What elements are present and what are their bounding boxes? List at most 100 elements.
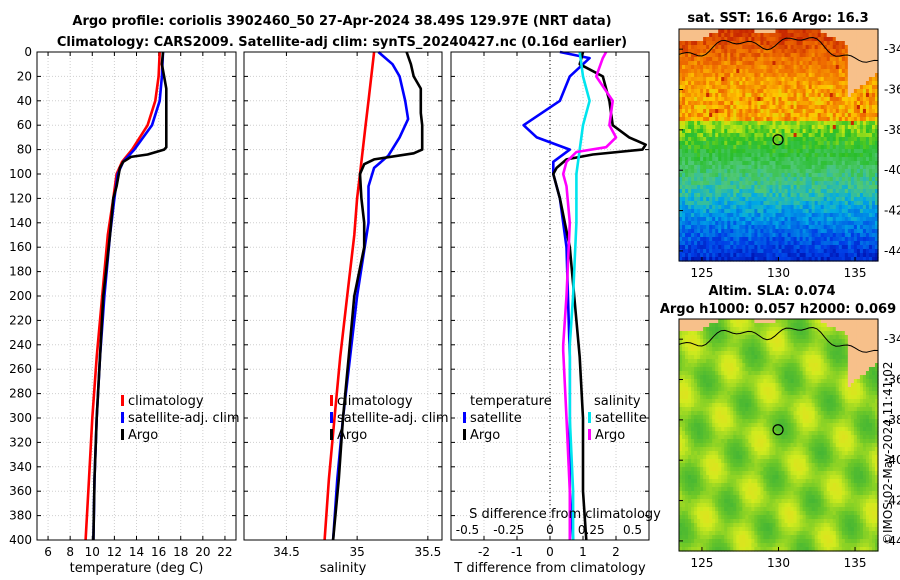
sst-cell: [706, 93, 710, 98]
sst-cell: [859, 153, 864, 158]
sst-cell: [778, 173, 783, 178]
sst-cell: [856, 69, 861, 74]
sla-cell: [766, 347, 771, 352]
sst-cell: [754, 137, 758, 142]
sla-cell: [841, 327, 846, 332]
sst-cell: [853, 161, 858, 166]
sla-cell: [817, 343, 822, 348]
sst-cell: [694, 121, 698, 126]
sst-cell: [685, 169, 689, 174]
sst-cell: [685, 37, 689, 42]
sst-cell: [781, 129, 786, 134]
sst-cell: [829, 177, 834, 182]
sst-cell: [694, 45, 698, 50]
sst-cell: [721, 49, 725, 54]
sst-cell: [871, 145, 876, 150]
sst-cell: [685, 229, 689, 234]
sla-cell: [754, 347, 758, 352]
sst-cell: [871, 189, 876, 194]
sst-cell: [871, 49, 876, 54]
sst-cell: [862, 185, 867, 190]
map-y-tick-label: -34: [884, 42, 900, 56]
sst-cell: [778, 145, 783, 150]
sst-cell: [703, 65, 707, 70]
sst-cell: [850, 197, 855, 202]
sst-cell: [781, 181, 786, 186]
sst-cell: [823, 125, 828, 130]
sst-cell: [868, 97, 873, 102]
x-axis-label: temperature (deg C): [70, 561, 204, 576]
sst-cell: [769, 101, 774, 106]
sst-cell: [727, 213, 731, 218]
sst-cell: [700, 53, 704, 58]
sst-cell: [715, 257, 719, 262]
sst-cell: [778, 97, 783, 102]
sst-cell: [697, 113, 701, 118]
sst-cell: [730, 69, 734, 74]
sst-cell: [799, 49, 804, 54]
sst-cell: [727, 121, 731, 126]
sst-cell: [790, 217, 795, 222]
sst-cell: [718, 37, 722, 42]
sst-cell: [754, 61, 758, 66]
sst-cell: [724, 109, 728, 114]
sla-cell: [736, 343, 740, 348]
sst-cell: [724, 81, 728, 86]
sst-cell: [730, 73, 734, 78]
sst-cell: [835, 221, 840, 226]
sst-cell: [742, 113, 746, 118]
sst-cell: [811, 69, 816, 74]
sla-cell: [814, 331, 819, 336]
sst-cell: [844, 177, 849, 182]
sla-cell: [739, 359, 743, 364]
sla-cell: [820, 347, 825, 352]
sst-cell: [769, 249, 774, 254]
sst-cell: [835, 153, 840, 158]
sla-cell: [718, 319, 722, 324]
sst-cell: [802, 225, 807, 230]
sla-cell: [715, 363, 719, 368]
sla-cell: [700, 339, 704, 344]
sst-cell: [817, 61, 822, 66]
sla-cell: [853, 323, 858, 328]
sst-cell: [727, 161, 731, 166]
sst-cell: [811, 189, 816, 194]
sst-cell: [826, 145, 831, 150]
sst-cell: [763, 197, 768, 202]
sst-cell: [820, 241, 825, 246]
sst-cell: [778, 257, 783, 262]
sst-cell: [679, 89, 683, 94]
sst-cell: [844, 113, 849, 118]
sst-cell: [853, 137, 858, 142]
sst-cell: [787, 113, 792, 118]
sst-cell: [874, 133, 879, 138]
sst-cell: [790, 73, 795, 78]
sla-cell: [706, 347, 710, 352]
sst-cell: [691, 237, 695, 242]
sla-cell: [733, 339, 737, 344]
sst-cell: [862, 165, 867, 170]
sst-cell: [838, 89, 843, 94]
sst-cell: [688, 129, 692, 134]
sst-cell: [694, 141, 698, 146]
sst-cell: [685, 81, 689, 86]
sst-cell: [751, 109, 755, 114]
sla-cell: [847, 355, 852, 360]
sst-cell: [715, 53, 719, 58]
sst-cell: [703, 169, 707, 174]
sla-cell: [778, 351, 783, 356]
sst-cell: [694, 253, 698, 258]
sst-cell: [739, 245, 743, 250]
sst-cell: [688, 149, 692, 154]
sst-cell: [874, 185, 879, 190]
sst-cell: [799, 45, 804, 50]
sst-cell: [724, 233, 728, 238]
sst-cell: [856, 225, 861, 230]
figure-title-line1: Argo profile: coriolis 3902460_50 27-Apr…: [72, 14, 611, 29]
sst-cell: [793, 229, 798, 234]
sst-cell: [718, 69, 722, 74]
sla-cell: [697, 327, 701, 332]
sst-cell: [832, 221, 837, 226]
sst-cell: [733, 53, 737, 58]
sla-cell: [841, 339, 846, 344]
